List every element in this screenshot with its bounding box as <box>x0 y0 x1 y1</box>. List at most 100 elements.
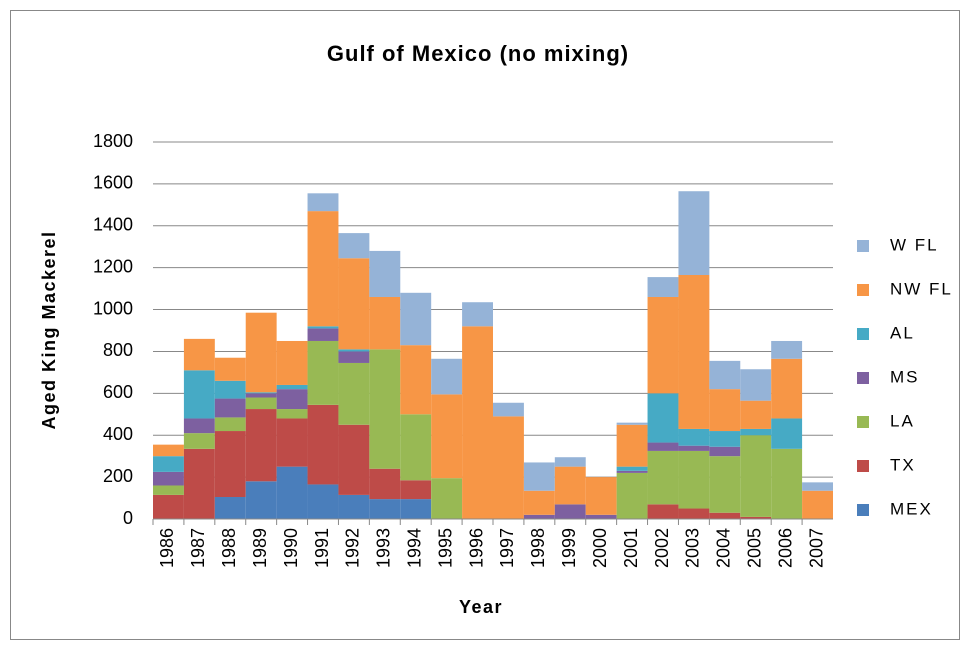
bar-segment <box>214 497 246 519</box>
y-tick-label: 1200 <box>93 256 133 276</box>
x-tick-label: 1991 <box>312 528 332 568</box>
y-tick-label: 400 <box>103 424 133 444</box>
chart-title: Gulf of Mexico (no mixing) <box>327 41 629 66</box>
bar-segment <box>647 442 679 451</box>
legend-label: LA <box>890 411 915 430</box>
bar-segment <box>183 433 215 449</box>
bar-segment <box>709 389 741 432</box>
x-tick-label: 1990 <box>281 528 301 568</box>
bar-segment <box>183 370 215 419</box>
x-tick-label: 2003 <box>683 528 703 568</box>
bar-segment <box>338 349 370 352</box>
bar-segment <box>276 384 308 390</box>
x-axis-title: Year <box>459 597 503 617</box>
bar-segment <box>400 499 432 519</box>
bar-segment <box>153 485 184 495</box>
bar-segment <box>431 358 463 395</box>
bar-segment <box>400 414 432 481</box>
bar-segment <box>276 418 308 467</box>
legend-swatch <box>857 416 869 428</box>
bar-segment <box>400 345 432 415</box>
bar-segment <box>214 417 246 432</box>
bar-segment <box>554 504 586 519</box>
x-tick-label: 2002 <box>652 528 672 568</box>
bar-segment <box>307 193 339 212</box>
bar-segment <box>462 326 493 519</box>
bar-segment <box>276 389 308 410</box>
bar-segment <box>647 450 679 505</box>
bar-segment <box>245 312 277 393</box>
bar-segment <box>153 494 184 519</box>
x-tick-label: 1995 <box>435 528 455 568</box>
x-tick-label: 2000 <box>590 528 610 568</box>
bar-segment <box>276 409 308 419</box>
bar-segment <box>616 466 648 471</box>
legend-swatch <box>857 372 869 384</box>
bar-segment <box>616 470 648 473</box>
bar-segment <box>740 428 772 436</box>
bar-segment <box>369 349 401 469</box>
x-tick-label: 1999 <box>559 528 579 568</box>
bar-segment <box>523 490 555 515</box>
bar-segment <box>678 508 710 519</box>
bar-segment <box>369 468 401 500</box>
x-tick-label: 1992 <box>343 528 363 568</box>
bar-segment <box>276 466 308 519</box>
bar-segment <box>369 250 401 297</box>
bar-segment <box>771 340 803 359</box>
bar-segment <box>338 424 370 495</box>
bar-segment <box>585 477 617 515</box>
x-tick-label: 2001 <box>621 528 641 568</box>
bar-segment <box>214 431 246 498</box>
bar-segment <box>554 457 586 467</box>
bar-segment <box>554 466 586 505</box>
bar-segment <box>678 428 710 446</box>
bar-segment <box>338 351 370 363</box>
bar-segment <box>183 448 215 519</box>
bar-segment <box>276 340 308 385</box>
y-tick-label: 1800 <box>93 131 133 151</box>
y-tick-label: 800 <box>103 340 133 360</box>
bar-segment <box>307 326 339 329</box>
bar-segment <box>400 292 432 346</box>
y-tick-label: 1600 <box>93 173 133 193</box>
x-tick-label: 2006 <box>775 528 795 568</box>
bar-segment <box>307 328 339 341</box>
bar-segment <box>678 274 710 429</box>
bar-segment <box>245 393 277 398</box>
bar-segment <box>400 480 432 500</box>
y-tick-label: 1400 <box>93 215 133 235</box>
x-tick-label: 1987 <box>188 528 208 568</box>
x-tick-label: 1994 <box>404 528 424 568</box>
bar-segment <box>338 258 370 350</box>
bar-segment <box>307 211 339 327</box>
legend-label: NW FL <box>890 279 953 298</box>
bar-segment <box>245 481 277 519</box>
bar-segment <box>678 445 710 451</box>
bar-segment <box>462 302 493 327</box>
bar-segment <box>245 409 277 482</box>
x-tick-label: 1989 <box>250 528 270 568</box>
bar-segment <box>245 397 277 410</box>
legend-swatch <box>857 504 869 516</box>
bar-segment <box>214 357 246 381</box>
y-axis-title: Aged King Mackerel <box>39 230 59 429</box>
bar-segment <box>709 512 741 519</box>
bar-segment <box>153 456 184 472</box>
bar-segment <box>338 362 370 425</box>
legend-label: MS <box>890 367 920 386</box>
bar-segment <box>616 424 648 467</box>
bar-segment <box>153 444 184 457</box>
x-tick-label: 2007 <box>806 528 826 568</box>
bar-segment <box>245 392 277 394</box>
bar-segment <box>493 402 524 417</box>
legend-label: W FL <box>890 235 939 254</box>
bar-segment <box>740 435 772 517</box>
bar-segment <box>740 369 772 401</box>
x-tick-label: 1986 <box>157 528 177 568</box>
bar-segment <box>369 499 401 519</box>
bar-segment <box>493 416 524 519</box>
legend-swatch <box>857 328 869 340</box>
bar-segment <box>183 418 215 434</box>
bar-segment <box>616 422 648 425</box>
